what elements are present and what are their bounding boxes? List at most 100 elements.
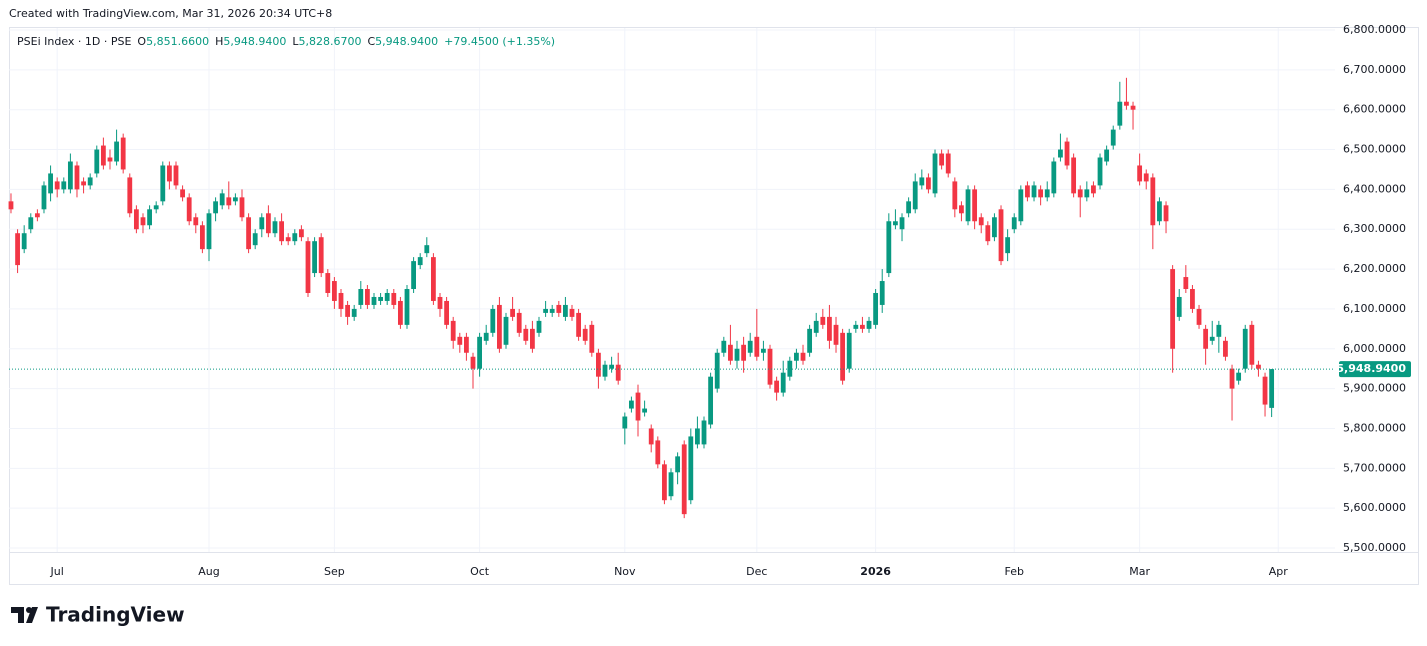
candle-body <box>708 376 714 425</box>
candle-body <box>952 181 958 210</box>
candle-body <box>193 217 199 226</box>
candle-body <box>734 348 740 361</box>
candle-body <box>1203 328 1209 349</box>
candle-body <box>81 181 86 186</box>
candle-body <box>1236 372 1242 381</box>
candle-body <box>1025 185 1030 198</box>
candle-body <box>246 217 251 250</box>
candle-body <box>919 177 925 186</box>
candle-body <box>648 428 654 445</box>
candle-body <box>1137 165 1143 182</box>
candle-body <box>721 340 727 353</box>
candle-body <box>846 332 852 369</box>
candle-body <box>926 177 931 190</box>
candle-body <box>761 348 766 353</box>
candle-body <box>351 308 357 317</box>
candle-body <box>100 145 106 166</box>
candle-body <box>318 237 324 274</box>
candle-body <box>728 344 733 361</box>
candle-body <box>549 308 555 313</box>
candle-body <box>21 233 27 250</box>
candle-body <box>411 261 416 290</box>
candle-body <box>695 428 700 445</box>
candle-body <box>615 364 621 381</box>
x-tick-label: Aug <box>198 565 219 578</box>
candle-body <box>866 320 872 329</box>
chart-frame <box>9 27 1419 585</box>
candle-body <box>1229 368 1235 389</box>
candle-body <box>312 241 317 274</box>
candle-body <box>1058 149 1063 158</box>
y-tick-label: 6,300.0000 <box>1343 222 1406 235</box>
candle-body <box>1176 296 1182 317</box>
y-tick-label: 5,700.0000 <box>1343 461 1406 474</box>
candle-body <box>133 209 139 230</box>
candle-body <box>424 245 430 254</box>
y-tick-label: 6,400.0000 <box>1343 182 1406 195</box>
candle-body <box>490 308 496 333</box>
candle-body <box>635 392 641 421</box>
candle-body <box>668 472 674 497</box>
logo-dot <box>26 607 32 613</box>
candle-body <box>932 153 938 194</box>
candle-body <box>681 444 687 515</box>
x-tick-label: Jul <box>50 565 64 578</box>
candle-body <box>417 257 423 266</box>
candle-body <box>1216 324 1222 337</box>
y-tick-label: 5,800.0000 <box>1343 421 1406 434</box>
candle-body <box>226 197 232 206</box>
candle-body <box>107 157 113 162</box>
candle-body <box>1163 205 1169 222</box>
candle-body <box>1130 105 1136 110</box>
candle-body <box>265 213 271 234</box>
candle-body <box>61 181 67 190</box>
candle-body <box>747 340 753 353</box>
x-tick-label: Feb <box>1004 565 1023 578</box>
y-tick-label: 5,500.0000 <box>1343 541 1406 554</box>
candle-body <box>978 217 984 226</box>
candle-body <box>807 328 813 353</box>
y-tick-label: 6,100.0000 <box>1343 302 1406 315</box>
legend-value: 5,948.9400 <box>223 35 286 48</box>
candle-body <box>457 336 463 345</box>
candle-body <box>239 197 245 218</box>
candle-body <box>1031 185 1037 198</box>
candle-body <box>430 257 436 301</box>
candle-body <box>180 189 185 198</box>
candle-body <box>1097 157 1103 186</box>
candle-body <box>622 416 628 429</box>
candle-body <box>853 324 859 329</box>
candle-body <box>767 348 773 385</box>
candle-body <box>642 408 648 413</box>
candle-body <box>820 316 826 325</box>
candle-body <box>602 364 608 377</box>
legend-key: H <box>215 35 223 48</box>
candle-body <box>298 229 304 238</box>
candle-body <box>1051 161 1057 194</box>
candle-body <box>1038 189 1044 198</box>
candle-body <box>1077 189 1083 198</box>
candle-body <box>364 289 370 305</box>
candle-body <box>120 137 126 170</box>
y-tick-label: 6,500.0000 <box>1343 143 1406 156</box>
candle-body <box>166 165 172 182</box>
candle-body <box>972 189 978 222</box>
candle-body <box>232 197 238 202</box>
candle-body <box>94 149 100 174</box>
candle-body <box>199 225 205 250</box>
candle-body <box>985 225 991 242</box>
logo-mark <box>11 607 38 623</box>
candle-body <box>259 217 265 230</box>
candle-body <box>543 308 549 313</box>
candle-body <box>1071 157 1077 194</box>
candle-body <box>827 316 832 341</box>
candle-body <box>1190 289 1195 309</box>
candle-body <box>41 185 47 210</box>
candle-body <box>87 177 93 186</box>
candle-body <box>450 320 456 341</box>
last-price-label: 5,948.9400 <box>1336 362 1406 375</box>
candle-body <box>1196 308 1202 325</box>
candle-body <box>391 292 397 305</box>
candle-body <box>147 209 152 226</box>
candle-body <box>959 205 964 214</box>
